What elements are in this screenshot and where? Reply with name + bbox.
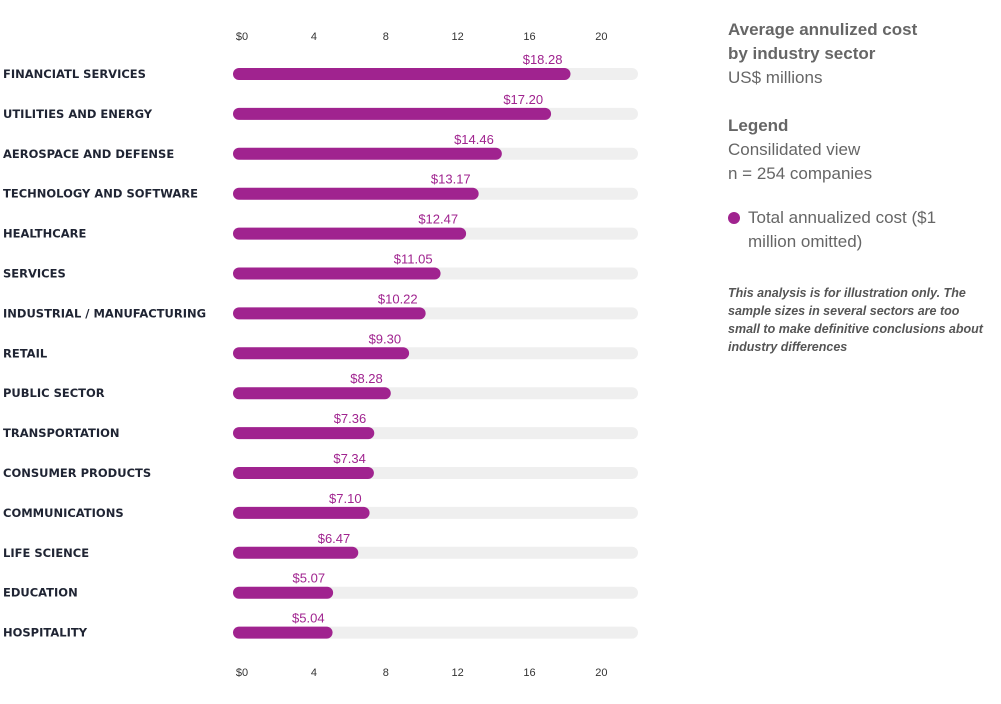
bar [233, 68, 571, 80]
chart-row: HOSPITALITY $5.04 [3, 611, 638, 640]
chart-row: INDUSTRIAL / MANUFACTURING $10.22 [3, 291, 638, 320]
x-tick-label: 16 [523, 667, 535, 679]
x-tick-label: 8 [383, 667, 389, 679]
data-label: $10.22 [378, 291, 418, 306]
chart-row: HEALTHCARE $12.47 [3, 212, 638, 241]
chart-row: SERVICES $11.05 [3, 252, 638, 281]
x-tick-label: 12 [452, 667, 464, 679]
chart-row: CONSUMER PRODUCTS $7.34 [3, 451, 638, 480]
data-label: $7.36 [334, 411, 367, 426]
x-tick-label: $0 [236, 31, 248, 43]
category-label: TECHNOLOGY AND SOFTWARE [3, 187, 198, 201]
bar [233, 546, 359, 559]
category-label: LIFE SCIENCE [3, 546, 89, 560]
category-label: FINANCIATL SERVICES [3, 67, 146, 81]
category-label: PUBLIC SECTOR [3, 386, 105, 400]
data-label: $5.04 [292, 611, 325, 626]
data-label: $11.05 [394, 252, 433, 267]
x-axis-bottom: $0 4 8 12 16 20 [236, 667, 608, 679]
chart-subtitle: US$ millions [728, 68, 823, 87]
chart-row: UTILITIES AND ENERGY $17.20 [3, 92, 638, 121]
bar [233, 147, 502, 160]
chart-rows: FINANCIATL SERVICES $18.28 UTILITIES AND E… [3, 52, 638, 640]
legend-entry: Total annualized cost ($1 million omitte… [728, 206, 993, 254]
data-label: $12.47 [418, 212, 458, 227]
category-label: HEALTHCARE [3, 227, 86, 241]
legend-sample-size: n = 254 companies [728, 164, 873, 183]
bar [233, 267, 441, 280]
chart-row: COMMUNICATIONS $7.10 [3, 491, 638, 520]
category-label: TRANSPORTATION [3, 426, 120, 440]
bar [233, 187, 479, 200]
x-tick-label: 16 [523, 31, 535, 43]
category-label: COMMUNICATIONS [3, 506, 124, 520]
bar [233, 107, 552, 120]
x-tick-label: 4 [311, 667, 317, 679]
bar [233, 626, 333, 639]
category-label: SERVICES [3, 267, 66, 281]
chart-sidebar: Average annulized cost by industry secto… [728, 18, 993, 356]
legend-heading: Legend [728, 116, 789, 135]
chart-row: EDUCATION $5.07 [3, 571, 638, 600]
data-label: $17.20 [503, 92, 543, 107]
bar [233, 467, 374, 479]
data-label: $13.17 [431, 172, 471, 187]
bar [233, 506, 370, 519]
data-label: $6.47 [318, 531, 351, 546]
bar-chart: $0 4 8 12 16 20 FINANCIATL SERVICES $18.28 UTIL… [3, 31, 638, 679]
data-label: $8.28 [350, 371, 383, 386]
chart-title: Average annulized cost by industry secto… [728, 20, 918, 63]
category-label: CONSUMER PRODUCTS [3, 466, 151, 480]
legend-dot-icon [728, 212, 740, 224]
chart-row: RETAIL $9.30 [3, 331, 638, 360]
data-label: $18.28 [523, 52, 563, 67]
category-label: HOSPITALITY [3, 626, 88, 640]
bar [233, 307, 426, 320]
chart-row: TECHNOLOGY AND SOFTWARE $13.17 [3, 172, 638, 201]
x-axis-top: $0 4 8 12 16 20 [236, 31, 608, 43]
bar [233, 586, 334, 599]
bar [233, 227, 467, 240]
data-label: $7.10 [329, 491, 362, 506]
disclaimer-note: This analysis is for illustration only. … [728, 286, 983, 354]
data-label: $7.34 [333, 451, 366, 466]
category-label: UTILITIES AND ENERGY [3, 107, 153, 121]
x-tick-label: 4 [311, 31, 317, 43]
bar [233, 387, 391, 400]
x-tick-label: 8 [383, 31, 389, 43]
x-tick-label: 12 [452, 31, 464, 43]
x-tick-label: 20 [595, 667, 607, 679]
x-tick-label: $0 [236, 667, 248, 679]
bar [233, 347, 410, 360]
bar-track [238, 626, 638, 639]
category-label: INDUSTRIAL / MANUFACTURING [3, 306, 206, 320]
chart-row: PUBLIC SECTOR $8.28 [3, 371, 638, 400]
chart-row: AEROSPACE AND DEFENSE $14.46 [3, 132, 638, 161]
chart-row: FINANCIATL SERVICES $18.28 [3, 52, 638, 81]
data-label: $5.07 [293, 571, 326, 586]
category-label: EDUCATION [3, 586, 78, 600]
category-label: RETAIL [3, 346, 48, 360]
bar-track [238, 586, 638, 599]
legend-entry-label: Total annualized cost ($1 million omitte… [748, 208, 937, 251]
bar [233, 427, 375, 440]
data-label: $14.46 [454, 132, 494, 147]
chart-row: LIFE SCIENCE $6.47 [3, 531, 638, 560]
data-label: $9.30 [369, 331, 402, 346]
chart-row: TRANSPORTATION $7.36 [3, 411, 638, 440]
x-tick-label: 20 [595, 31, 607, 43]
category-label: AEROSPACE AND DEFENSE [3, 147, 174, 161]
legend-view-label: Consilidated view [728, 140, 861, 159]
